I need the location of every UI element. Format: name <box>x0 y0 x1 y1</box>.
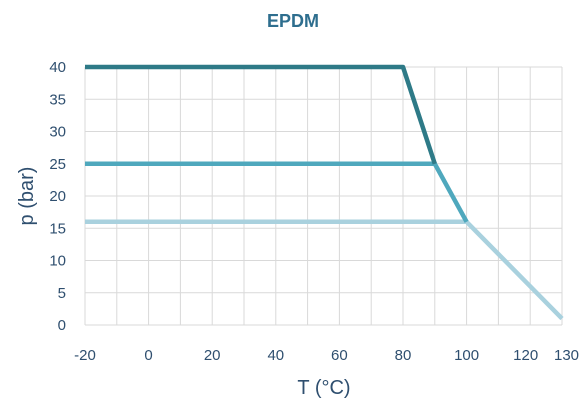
y-tick-label: 35 <box>49 91 66 108</box>
chart-title: EPDM <box>267 11 319 31</box>
y-tick-label: 5 <box>58 285 66 302</box>
x-tick-label: 40 <box>267 347 284 364</box>
y-axis-ticks: 0 5 10 15 20 25 30 35 40 <box>49 59 66 334</box>
x-tick-label: 0 <box>144 347 152 364</box>
series-line-1 <box>85 219 564 321</box>
x-tick-label: 80 <box>395 347 412 364</box>
y-tick-label: 0 <box>58 317 66 334</box>
y-tick-label: 15 <box>49 220 66 237</box>
x-tick-label: 130 <box>554 347 579 364</box>
x-axis-label: T (°C) <box>297 377 350 399</box>
x-tick-label: 20 <box>204 347 221 364</box>
y-tick-label: 30 <box>49 124 66 141</box>
x-tick-label: 100 <box>454 347 479 364</box>
x-tick-label: 60 <box>331 347 348 364</box>
y-tick-label: 25 <box>49 156 66 173</box>
x-axis-ticks: -20 0 20 40 60 80 100 120 130 <box>74 347 579 364</box>
series-line-3 <box>85 64 437 165</box>
y-tick-label: 20 <box>49 188 66 205</box>
x-tick-label: 120 <box>513 347 538 364</box>
y-axis-label: p (bar) <box>16 167 38 226</box>
series-lines <box>85 64 564 321</box>
y-tick-label: 40 <box>49 59 66 76</box>
y-tick-label: 10 <box>49 253 66 270</box>
x-tick-label: -20 <box>74 347 96 364</box>
grid <box>84 66 563 326</box>
